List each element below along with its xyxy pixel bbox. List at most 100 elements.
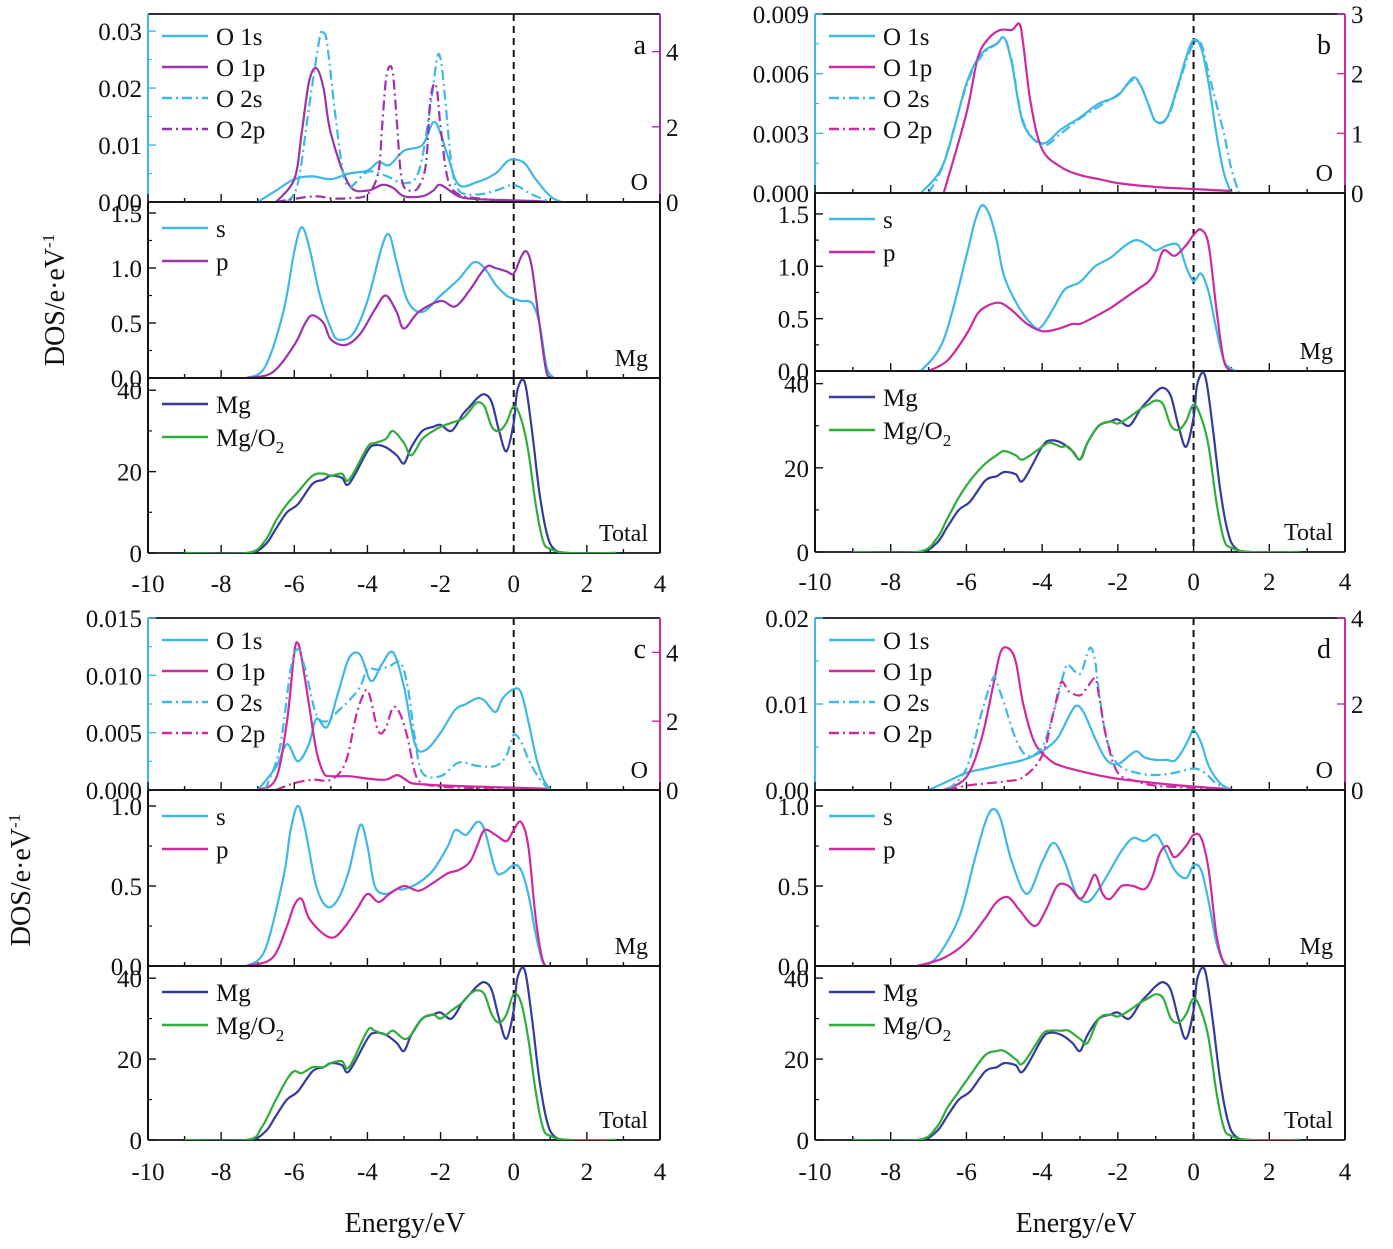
x-tick-label: -8 <box>211 571 232 598</box>
y-tick-label: 0.006 <box>753 62 809 89</box>
y-tick-label: 0.0 <box>778 359 809 386</box>
y-tick-label: 0.5 <box>111 874 142 901</box>
legend-label: O 1s <box>883 24 930 51</box>
region-label: Mg <box>615 346 648 372</box>
subplot-d-mg: 0.0 0.5 1.0 sp Mg <box>778 789 1346 981</box>
region-label: Total <box>1284 520 1333 546</box>
y-tick-label: 0.0 <box>111 954 142 981</box>
legend-label: O 1p <box>216 659 265 686</box>
series-line-o-2s <box>263 647 552 790</box>
series-line-o-2p <box>275 688 514 790</box>
series-line-p <box>928 228 1233 371</box>
y-tick-label: 40 <box>784 966 809 993</box>
y2-tick-label: 4 <box>666 40 679 67</box>
legend-label: O 2p <box>883 721 932 748</box>
series-line-o-2s <box>946 646 1232 790</box>
x-tick-label: -2 <box>1107 1159 1128 1186</box>
region-label: Total <box>599 1108 648 1134</box>
y-tick-label: 0 <box>130 1128 143 1155</box>
legend-label: p <box>883 837 896 864</box>
y-axis-title-top: DOS/e·eV-1 <box>39 234 71 366</box>
subplot-a-mg: 0.0 0.5 1.0 1.5 sp Mg <box>111 201 661 393</box>
subplot-a-total: 0 20 40 Mg Mg/O2 Total <box>117 377 661 568</box>
y-tick-label: 0.03 <box>98 19 142 46</box>
legend-label: O 2p <box>216 117 265 144</box>
y-tick-label: 1.0 <box>778 794 809 821</box>
series-line-s <box>920 204 1236 371</box>
y-tick-label: 0.0 <box>778 954 809 981</box>
y2-tick-label: 2 <box>1351 62 1364 89</box>
series-line-mg-o- <box>184 989 617 1140</box>
legend-label: O 2p <box>216 721 265 748</box>
panel-letter: d <box>1317 634 1331 665</box>
series-line-o-1p <box>257 641 551 790</box>
series-line-p <box>246 249 555 378</box>
legend-label: Mg/O2 <box>883 1013 951 1045</box>
series-group <box>916 808 1232 966</box>
y2-tick-label: 0 <box>1351 181 1364 208</box>
legend-label: O 1p <box>216 55 265 82</box>
y-tick-label: 1.0 <box>111 256 142 283</box>
y2-tick-label: 3 <box>1351 2 1364 29</box>
y2-tick-label: 1 <box>1351 121 1364 148</box>
legend-label: p <box>883 240 896 267</box>
y-axis-title-bottom: DOS/e·eV-1 <box>5 814 37 946</box>
y-tick-label: 0.009 <box>753 2 809 29</box>
series-line-o-2p <box>947 676 1232 790</box>
series-group <box>184 378 617 553</box>
y-tick-label: 0.000 <box>753 181 809 208</box>
legend-label: O 1s <box>216 24 263 51</box>
x-tick-label: -8 <box>880 1159 901 1186</box>
series-line-mg-o- <box>184 401 617 553</box>
y-tick-label: 0.005 <box>86 721 142 748</box>
region-label: O <box>631 758 648 784</box>
x-tick-label: -6 <box>956 1159 977 1186</box>
series-group <box>245 804 551 966</box>
legend-label: s <box>216 804 226 831</box>
y-tick-label: 0.000 <box>86 778 142 805</box>
y-tick-label: 0.00 <box>765 778 809 805</box>
series-line-o-2s <box>927 36 1241 193</box>
panel-d: 0.00 0.01 0.02 0 2 4 O 1s O 1p O 2s O 2p Od 0.0 0.5 1… <box>765 606 1364 1186</box>
legend-label: O 2s <box>883 86 930 113</box>
x-tick-label: -6 <box>284 571 305 598</box>
y-tick-label: 0.00 <box>98 190 142 217</box>
y-tick-label: 0.5 <box>778 874 809 901</box>
region-label: Mg <box>1300 934 1333 960</box>
legend-label: p <box>216 837 229 864</box>
legend-label: Mg <box>883 980 918 1007</box>
legend-label: Mg <box>216 392 251 419</box>
legend-label: O 2s <box>216 690 263 717</box>
x-tick-label: -4 <box>1032 1159 1053 1186</box>
x-tick-label: -4 <box>1032 569 1053 596</box>
y2-tick-label: 4 <box>666 640 679 667</box>
x-tick-label: 2 <box>1263 1159 1276 1186</box>
x-axis-title-right: Energy/eV <box>1016 1208 1137 1239</box>
y-tick-label: 0 <box>130 541 143 568</box>
x-tick-label: -4 <box>357 571 378 598</box>
legend-label: Mg <box>216 980 251 1007</box>
x-tick-label: -2 <box>430 1159 451 1186</box>
y2-tick-label: 0 <box>666 190 679 217</box>
region-label: O <box>1316 161 1333 187</box>
series-group <box>852 966 1300 1140</box>
y-tick-label: 0.01 <box>765 692 809 719</box>
x-tick-label: -10 <box>131 571 164 598</box>
y-tick-label: 0 <box>797 1128 810 1155</box>
y-tick-label: 0.5 <box>111 311 142 338</box>
subplot-b-total: 0 20 40 Mg Mg/O2 Total <box>784 370 1346 567</box>
series-line-o-2s <box>286 28 551 202</box>
legend-label: O 2s <box>883 690 930 717</box>
subplot-c-o: 0.000 0.005 0.010 0.015 0 2 4 O 1s O 1p O 2s O 2p O… <box>86 606 679 805</box>
y2-tick-label: 0 <box>1351 778 1364 805</box>
series-line-o-1p <box>275 66 551 202</box>
series-line-p <box>916 832 1232 966</box>
legend-label: s <box>883 804 893 831</box>
legend-label: O 1s <box>216 628 263 655</box>
y-tick-label: 0 <box>797 540 810 567</box>
x-tick-label: -6 <box>284 1159 305 1186</box>
y-tick-label: 0.02 <box>765 606 809 633</box>
